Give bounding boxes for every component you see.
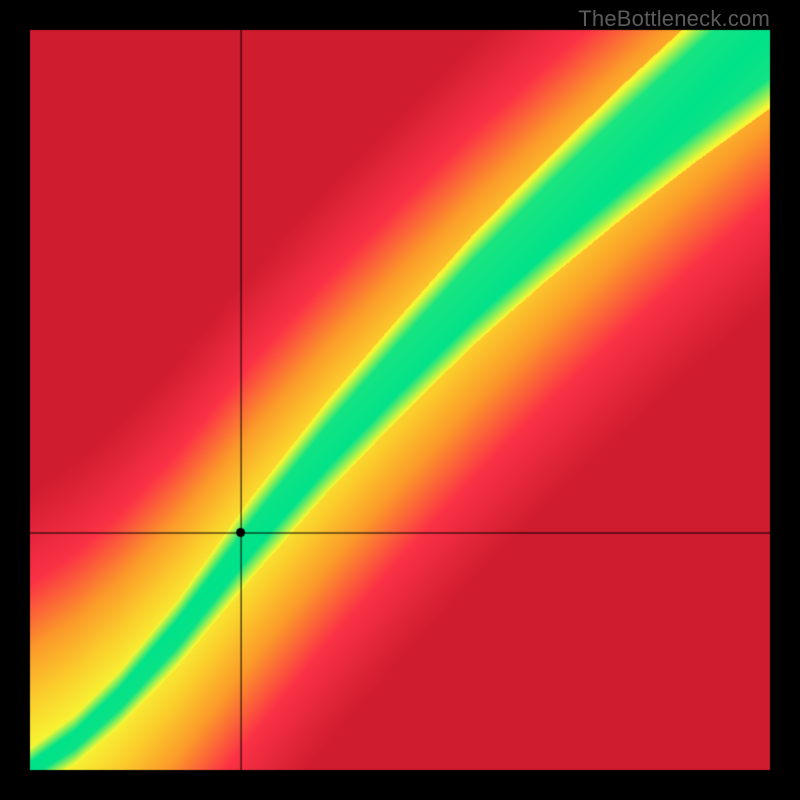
watermark-label: TheBottleneck.com bbox=[578, 6, 770, 32]
bottleneck-heatmap bbox=[0, 0, 800, 800]
chart-container: TheBottleneck.com bbox=[0, 0, 800, 800]
